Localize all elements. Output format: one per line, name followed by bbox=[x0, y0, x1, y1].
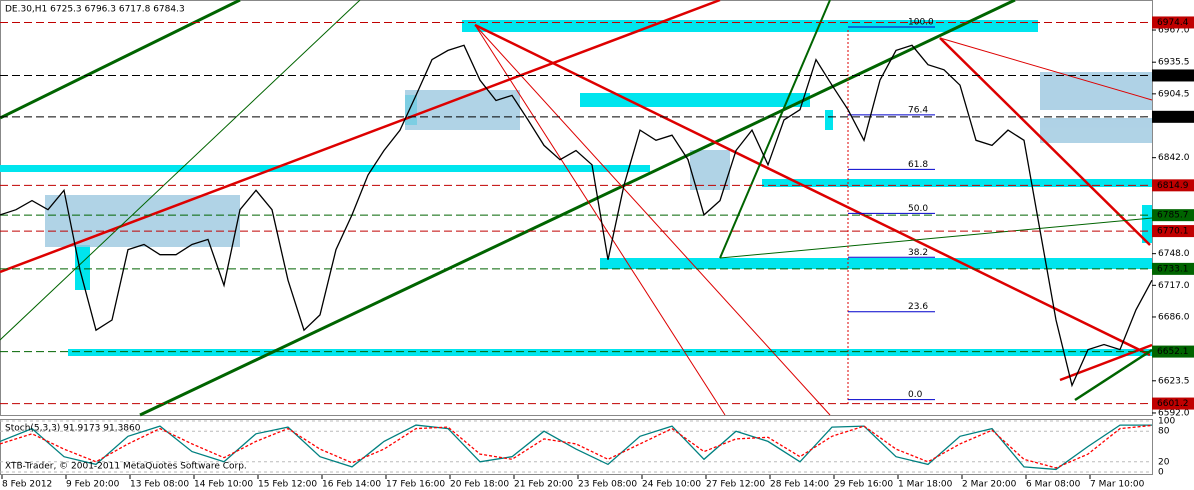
x-tick-label: 9 Feb 20:00 bbox=[66, 480, 120, 490]
level-label: 6922.5 bbox=[1157, 71, 1189, 81]
level-box bbox=[1152, 16, 1194, 29]
trend-line bbox=[719, 217, 1153, 259]
trend-line bbox=[939, 37, 1151, 246]
osc-label: Stoch(5,3,3) 91.9173 91.3860 bbox=[5, 424, 141, 434]
x-tick-label: 21 Feb 20:00 bbox=[514, 480, 573, 490]
fib-label: 23.6 bbox=[908, 302, 928, 312]
x-tick-label: 17 Feb 16:00 bbox=[386, 480, 445, 490]
level-label: 6974.4 bbox=[1157, 18, 1189, 28]
blue-zones bbox=[45, 72, 1152, 247]
y-tick-label: 6748.0 bbox=[1158, 249, 1190, 259]
x-tick-label: 1 Mar 18:00 bbox=[898, 480, 953, 490]
y-tick-label: 6592.0 bbox=[1158, 408, 1190, 418]
x-tick-label: 23 Feb 08:00 bbox=[578, 480, 637, 490]
level-label: 6770.1 bbox=[1157, 227, 1189, 237]
trend-lines bbox=[0, 0, 1153, 417]
x-tick-label: 27 Feb 12:00 bbox=[706, 480, 765, 490]
level-box bbox=[1152, 209, 1194, 222]
y-tick-label: 6904.5 bbox=[1158, 89, 1190, 99]
fib-label: 76.4 bbox=[908, 105, 928, 115]
x-tick-label: 28 Feb 14:00 bbox=[770, 480, 829, 490]
level-box bbox=[1152, 179, 1194, 192]
trend-line bbox=[1074, 348, 1153, 402]
zone bbox=[68, 349, 1152, 356]
x-tick-label: 7 Mar 10:00 bbox=[1090, 480, 1145, 490]
level-label: 6882.0 bbox=[1157, 112, 1189, 122]
level-label: 6652.1 bbox=[1157, 347, 1189, 357]
osc-tick-label: 20 bbox=[1158, 457, 1170, 467]
osc-frame bbox=[0, 419, 1153, 475]
x-tick-label: 24 Feb 10:00 bbox=[642, 480, 701, 490]
level-label: 6601.2 bbox=[1157, 399, 1189, 409]
trend-line bbox=[0, 0, 361, 341]
price-line bbox=[0, 44, 1153, 388]
x-tick-label: 29 Feb 16:00 bbox=[834, 480, 893, 490]
y-tick-label: 6623.5 bbox=[1158, 376, 1190, 386]
x-tick-label: 15 Feb 12:00 bbox=[258, 480, 317, 490]
osc-line bbox=[0, 424, 1152, 471]
trend-line bbox=[474, 24, 726, 416]
zone bbox=[1142, 205, 1152, 243]
level-box bbox=[1152, 262, 1194, 275]
zone bbox=[75, 245, 90, 290]
trend-line bbox=[474, 24, 831, 416]
main-frame bbox=[0, 0, 1153, 416]
zone bbox=[462, 20, 1038, 32]
level-box bbox=[1152, 397, 1194, 410]
y-tick-label: 6967.0 bbox=[1158, 26, 1190, 36]
y-tick-label: 6717.0 bbox=[1158, 281, 1190, 291]
level-label: 6785.7 bbox=[1157, 211, 1189, 221]
x-tick-label: 2 Mar 20:00 bbox=[962, 480, 1017, 490]
zone bbox=[825, 110, 833, 130]
zone bbox=[580, 93, 810, 107]
trend-line bbox=[1059, 343, 1153, 382]
zone bbox=[690, 150, 730, 190]
x-tick-label: 8 Feb 2012 bbox=[2, 480, 52, 490]
trend-line bbox=[474, 23, 1151, 357]
trend-line bbox=[139, 0, 1016, 417]
trend-line bbox=[939, 37, 1153, 101]
chart-title: DE.30,H1 6725.3 6796.3 6717.8 6784.3 bbox=[5, 5, 185, 15]
osc-tick-label: 100 bbox=[1158, 417, 1175, 427]
osc-tick-label: 80 bbox=[1158, 427, 1170, 437]
fib-label: 50.0 bbox=[908, 204, 928, 214]
x-tick-label: 6 Mar 08:00 bbox=[1026, 480, 1081, 490]
level-label: 6733.1 bbox=[1157, 264, 1189, 274]
osc-line bbox=[0, 424, 1153, 469]
level-box bbox=[1152, 345, 1194, 358]
plot: 6967.0 6935.5 6904.5 6842.0 6748.0 6717.0 6686… bbox=[0, 16, 1194, 490]
level-box bbox=[1152, 69, 1194, 82]
fib-label: 100.0 bbox=[908, 17, 934, 27]
y-tick-label: 6935.5 bbox=[1158, 58, 1190, 68]
zone bbox=[0, 165, 650, 172]
y-tick-label: 6842.0 bbox=[1158, 153, 1190, 163]
zone bbox=[1040, 72, 1152, 110]
fib-label: 38.2 bbox=[908, 248, 928, 258]
x-tick-label: 20 Feb 18:00 bbox=[450, 480, 509, 490]
y-tick-label: 6686.0 bbox=[1158, 312, 1190, 322]
zone bbox=[762, 179, 1152, 187]
trend-line bbox=[0, 0, 241, 120]
osc-tick-label: 0 bbox=[1158, 468, 1164, 478]
x-tick-label: 14 Feb 10:00 bbox=[194, 480, 253, 490]
footer: XTB-Trader, © 2001-2011 MetaQuotes Softw… bbox=[5, 462, 247, 472]
level-box bbox=[1152, 225, 1194, 238]
x-tick-label: 13 Feb 08:00 bbox=[130, 480, 189, 490]
level-label: 6814.9 bbox=[1157, 181, 1189, 191]
zone bbox=[600, 258, 1152, 269]
zone bbox=[1040, 118, 1152, 143]
fib-label: 0.0 bbox=[908, 390, 923, 400]
fib-label: 61.8 bbox=[908, 160, 928, 170]
zone bbox=[45, 195, 240, 247]
x-tick-label: 16 Feb 14:00 bbox=[322, 480, 381, 490]
level-box bbox=[1152, 110, 1194, 123]
